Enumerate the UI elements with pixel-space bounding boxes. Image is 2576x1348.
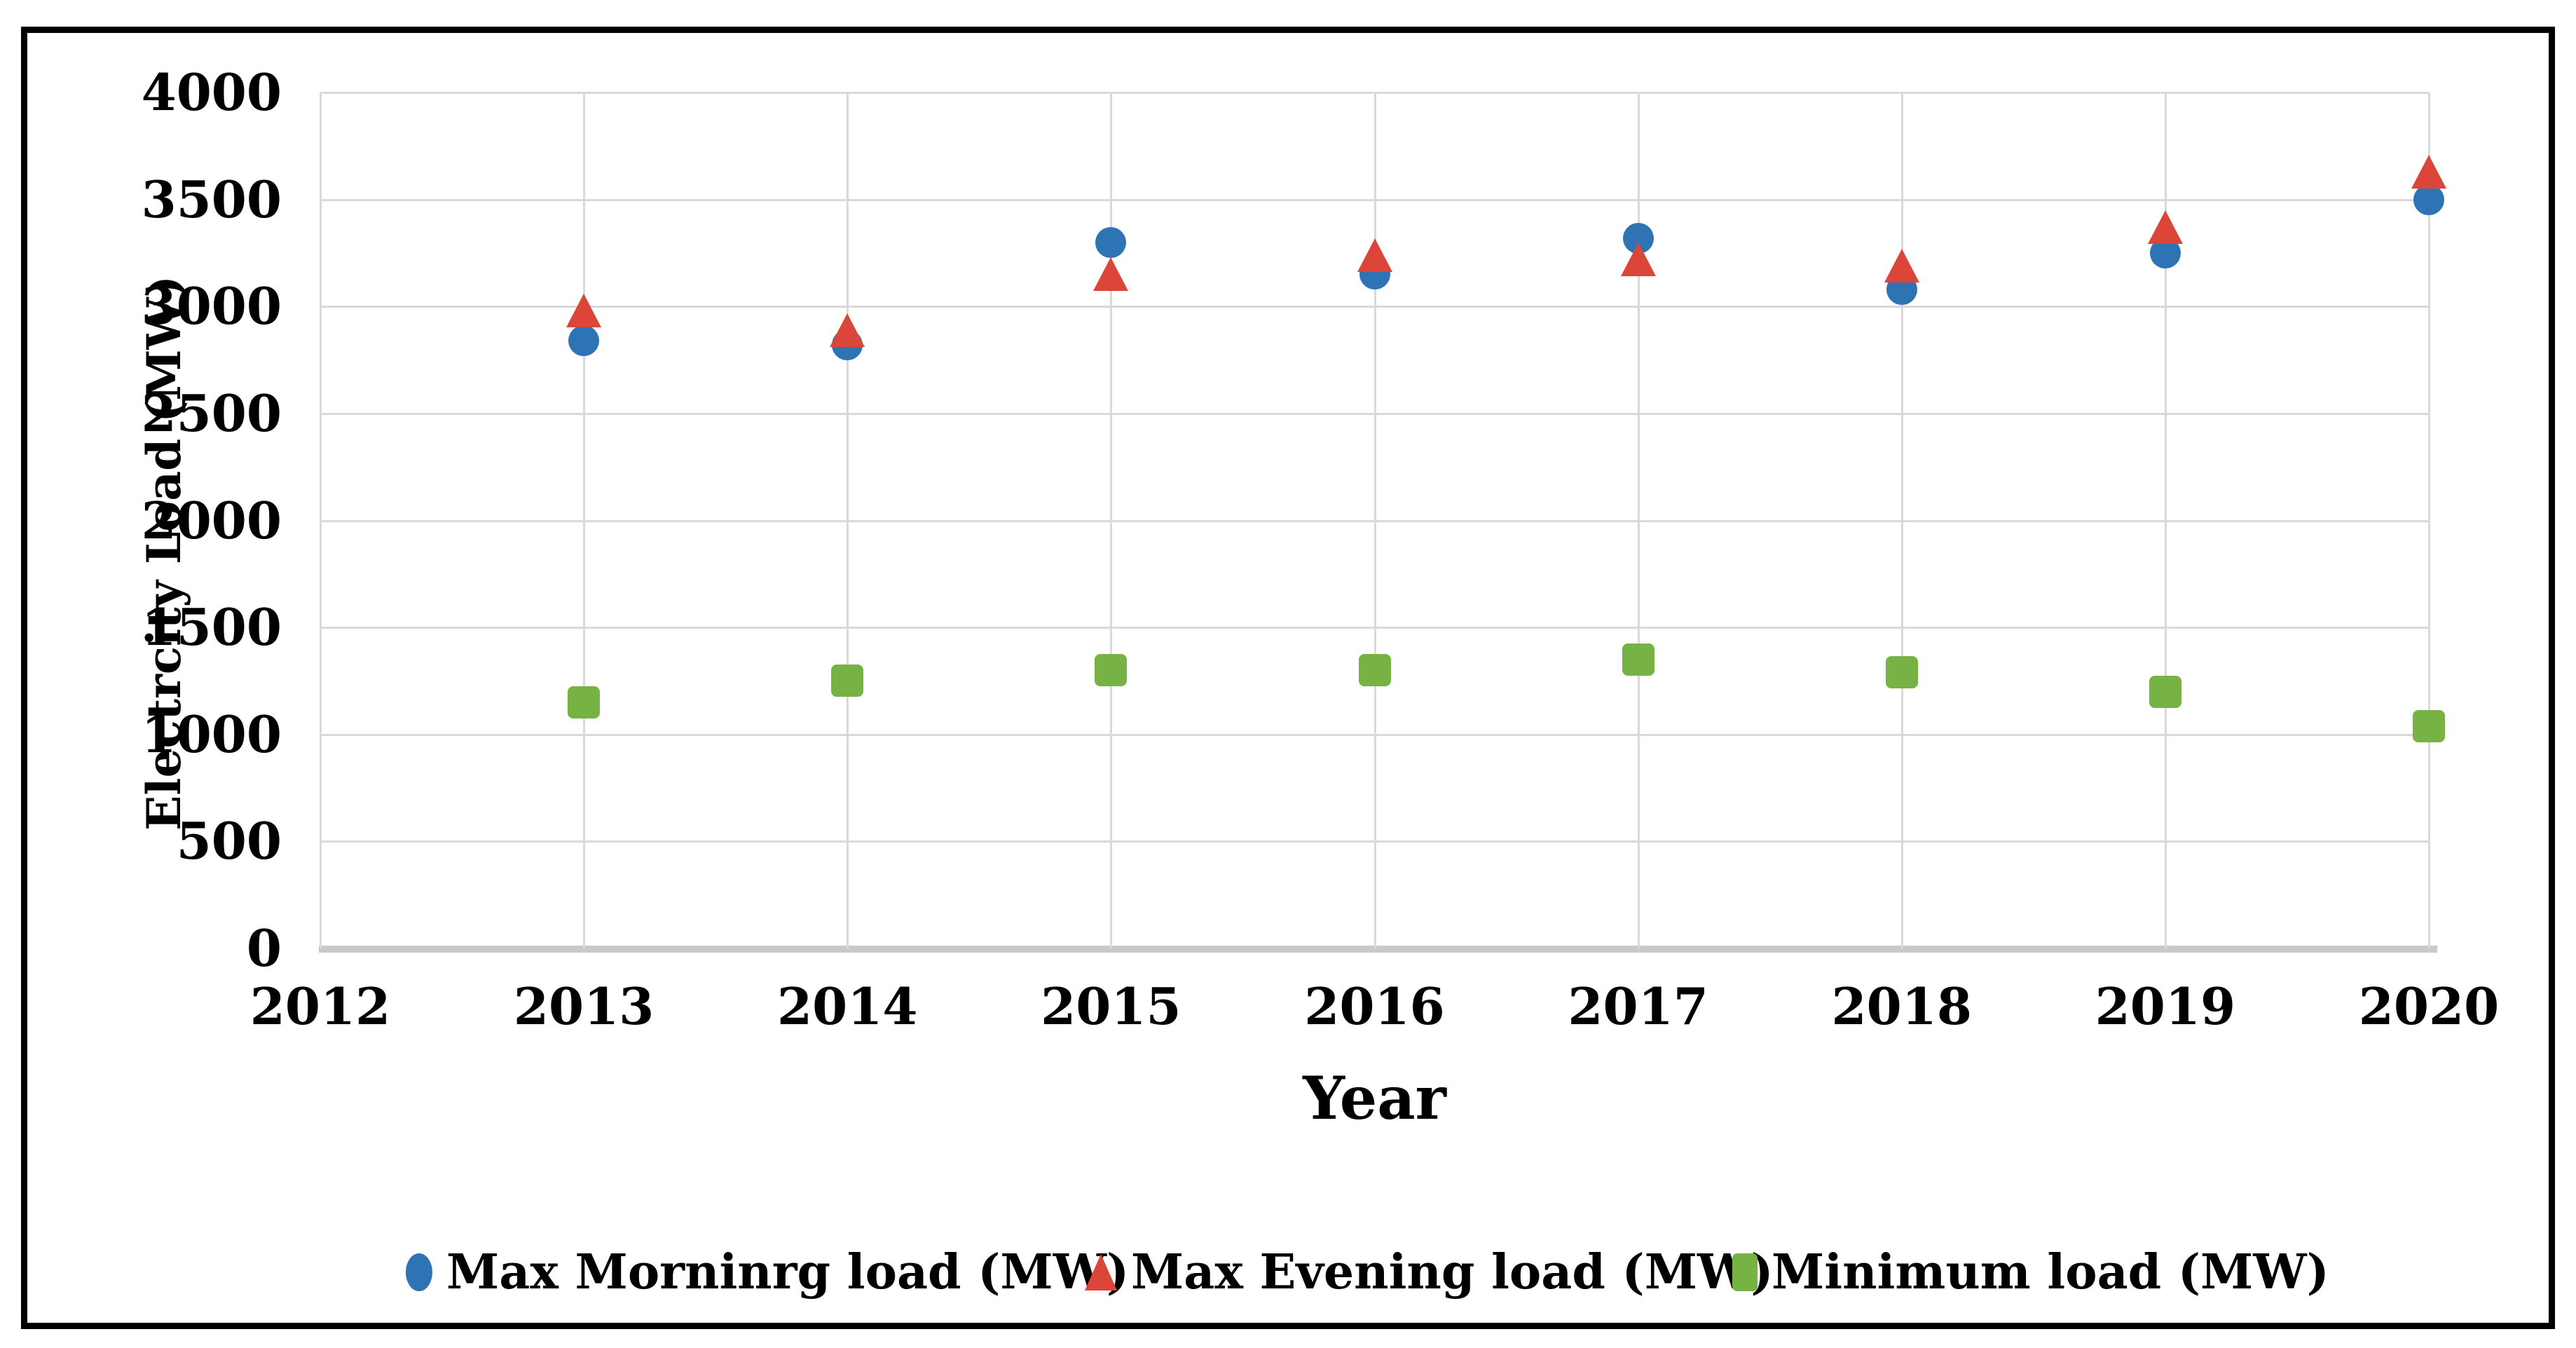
legend-circle-marker-icon [406,1253,432,1291]
data-point-circle-2015 [1095,226,1127,258]
x-tick-label: 2015 [1041,976,1181,1036]
x-tick-label: 2019 [2095,976,2236,1036]
y-tick-label: 2000 [141,490,282,550]
legend-triangle-marker-icon [1085,1254,1117,1291]
x-tick-label: 2014 [777,976,918,1036]
data-point-square-2013 [568,686,601,719]
data-point-triangle-2015 [1093,257,1129,292]
v-gridline-2017 [1637,93,1640,948]
x-tick-label: 2013 [513,976,655,1036]
x-axis-line [319,946,2437,953]
v-gridline-2013 [583,93,586,948]
data-point-circle-2013 [568,325,600,357]
x-tick-label: 2016 [1304,976,1445,1036]
y-tick-label: 3000 [141,276,282,336]
legend-item-max-evening-load: Max Evening load (MW) [1085,1237,1774,1307]
data-point-triangle-2020 [2411,154,2446,189]
data-point-square-2019 [2149,675,2181,708]
legend-square-marker-icon [1732,1253,1758,1291]
data-point-square-2016 [1358,654,1391,687]
legend-label-minimum-load: Minimum load (MW) [1772,1244,2329,1300]
v-gridline-2014 [847,93,849,948]
v-gridline-2016 [1373,93,1376,948]
data-point-triangle-2019 [2147,210,2183,245]
v-gridline-2020 [2428,93,2430,948]
data-point-triangle-2013 [566,294,602,328]
v-gridline-2015 [1110,93,1113,948]
y-tick-label: 4000 [141,62,282,122]
x-tick-label: 2020 [2358,976,2500,1036]
data-point-square-2020 [2413,709,2445,742]
x-tick-label: 2018 [1831,976,1972,1036]
data-point-square-2018 [1885,656,1918,689]
data-point-circle-2020 [2413,184,2444,215]
legend-item-max-morning-load: Max Morninrg load (MW) [406,1237,1129,1307]
y-tick-label: 1000 [141,704,282,764]
chart-outer-frame: Electrcity Load (MW) Year Max Morninrg l… [21,27,2555,1329]
y-tick-label: 3500 [141,169,282,229]
v-gridline-2019 [2164,93,2167,948]
data-point-triangle-2016 [1357,238,1392,272]
y-tick-label: 500 [176,811,282,871]
data-point-square-2014 [831,665,864,697]
data-point-triangle-2014 [830,313,865,347]
legend-label-max-morning-load: Max Morninrg load (MW) [446,1244,1130,1300]
data-point-triangle-2018 [1884,249,1919,283]
data-point-square-2015 [1095,654,1128,687]
y-tick-label: 0 [246,918,282,978]
y-tick-label: 1500 [141,597,282,658]
x-tick-label: 2012 [249,976,391,1036]
legend-item-minimum-load: Minimum load (MW) [1732,1237,2329,1307]
data-point-square-2017 [1622,643,1654,676]
v-gridline-2018 [1900,93,1903,948]
v-gridline-2012 [320,93,322,948]
y-tick-label: 2500 [141,383,282,443]
legend-label-max-evening-load: Max Evening load (MW) [1131,1244,1774,1300]
x-tick-label: 2017 [1568,976,1708,1036]
data-point-triangle-2017 [1620,243,1656,277]
x-axis-title: Year [1303,1063,1446,1133]
